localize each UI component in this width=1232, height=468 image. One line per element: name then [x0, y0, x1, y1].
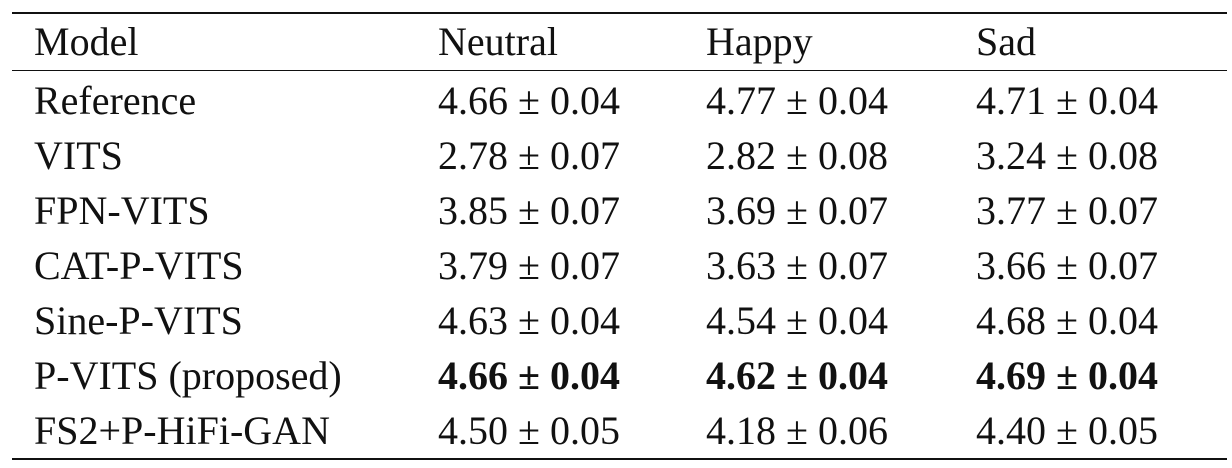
cell-sad: 3.24 ± 0.08	[976, 133, 1158, 178]
cell-neutral: 3.85 ± 0.07	[438, 188, 620, 233]
cell-happy: 4.54 ± 0.04	[706, 298, 888, 343]
table-row: FPN-VITS 3.85 ± 0.07 3.69 ± 0.07 3.77 ± …	[12, 183, 1227, 238]
cell-sad: 4.71 ± 0.04	[976, 78, 1158, 123]
cell-happy: 4.18 ± 0.06	[706, 408, 888, 453]
header-happy: Happy	[706, 19, 813, 64]
cell-model: Sine-P-VITS	[34, 298, 243, 343]
cell-sad: 4.68 ± 0.04	[976, 298, 1158, 343]
cell-model: P-VITS (proposed)	[34, 353, 342, 398]
cell-happy: 4.77 ± 0.04	[706, 78, 888, 123]
table-body: Reference 4.66 ± 0.04 4.77 ± 0.04 4.71 ±…	[12, 71, 1227, 459]
header-model: Model	[34, 19, 139, 64]
table-row-highlighted: P-VITS (proposed) 4.66 ± 0.04 4.62 ± 0.0…	[12, 348, 1227, 403]
cell-sad: 4.40 ± 0.05	[976, 408, 1158, 453]
header-sad: Sad	[976, 19, 1036, 64]
table-row: Sine-P-VITS 4.63 ± 0.04 4.54 ± 0.04 4.68…	[12, 293, 1227, 348]
table-header: Model Neutral Happy Sad	[12, 13, 1227, 71]
cell-neutral: 4.50 ± 0.05	[438, 408, 620, 453]
results-table-container: Model Neutral Happy Sad Reference 4.66 ±…	[12, 12, 1227, 460]
cell-neutral: 4.66 ± 0.04	[438, 78, 620, 123]
cell-happy: 4.62 ± 0.04	[706, 353, 888, 398]
cell-sad: 4.69 ± 0.04	[976, 353, 1158, 398]
header-neutral: Neutral	[438, 19, 558, 64]
header-row: Model Neutral Happy Sad	[12, 13, 1227, 71]
table-row: FS2+P-HiFi-GAN 4.50 ± 0.05 4.18 ± 0.06 4…	[12, 403, 1227, 459]
cell-sad: 3.66 ± 0.07	[976, 243, 1158, 288]
mos-results-table: Model Neutral Happy Sad Reference 4.66 ±…	[12, 12, 1227, 460]
table-row: CAT-P-VITS 3.79 ± 0.07 3.63 ± 0.07 3.66 …	[12, 238, 1227, 293]
cell-model: FPN-VITS	[34, 188, 210, 233]
cell-happy: 3.63 ± 0.07	[706, 243, 888, 288]
cell-happy: 3.69 ± 0.07	[706, 188, 888, 233]
cell-neutral: 2.78 ± 0.07	[438, 133, 620, 178]
cell-happy: 2.82 ± 0.08	[706, 133, 888, 178]
cell-neutral: 4.63 ± 0.04	[438, 298, 620, 343]
cell-model: VITS	[34, 133, 123, 178]
cell-sad: 3.77 ± 0.07	[976, 188, 1158, 233]
cell-model: Reference	[34, 78, 197, 123]
cell-model: FS2+P-HiFi-GAN	[34, 408, 330, 453]
cell-neutral: 3.79 ± 0.07	[438, 243, 620, 288]
table-row: Reference 4.66 ± 0.04 4.77 ± 0.04 4.71 ±…	[12, 71, 1227, 129]
table-row: VITS 2.78 ± 0.07 2.82 ± 0.08 3.24 ± 0.08	[12, 128, 1227, 183]
cell-neutral: 4.66 ± 0.04	[438, 353, 620, 398]
cell-model: CAT-P-VITS	[34, 243, 244, 288]
